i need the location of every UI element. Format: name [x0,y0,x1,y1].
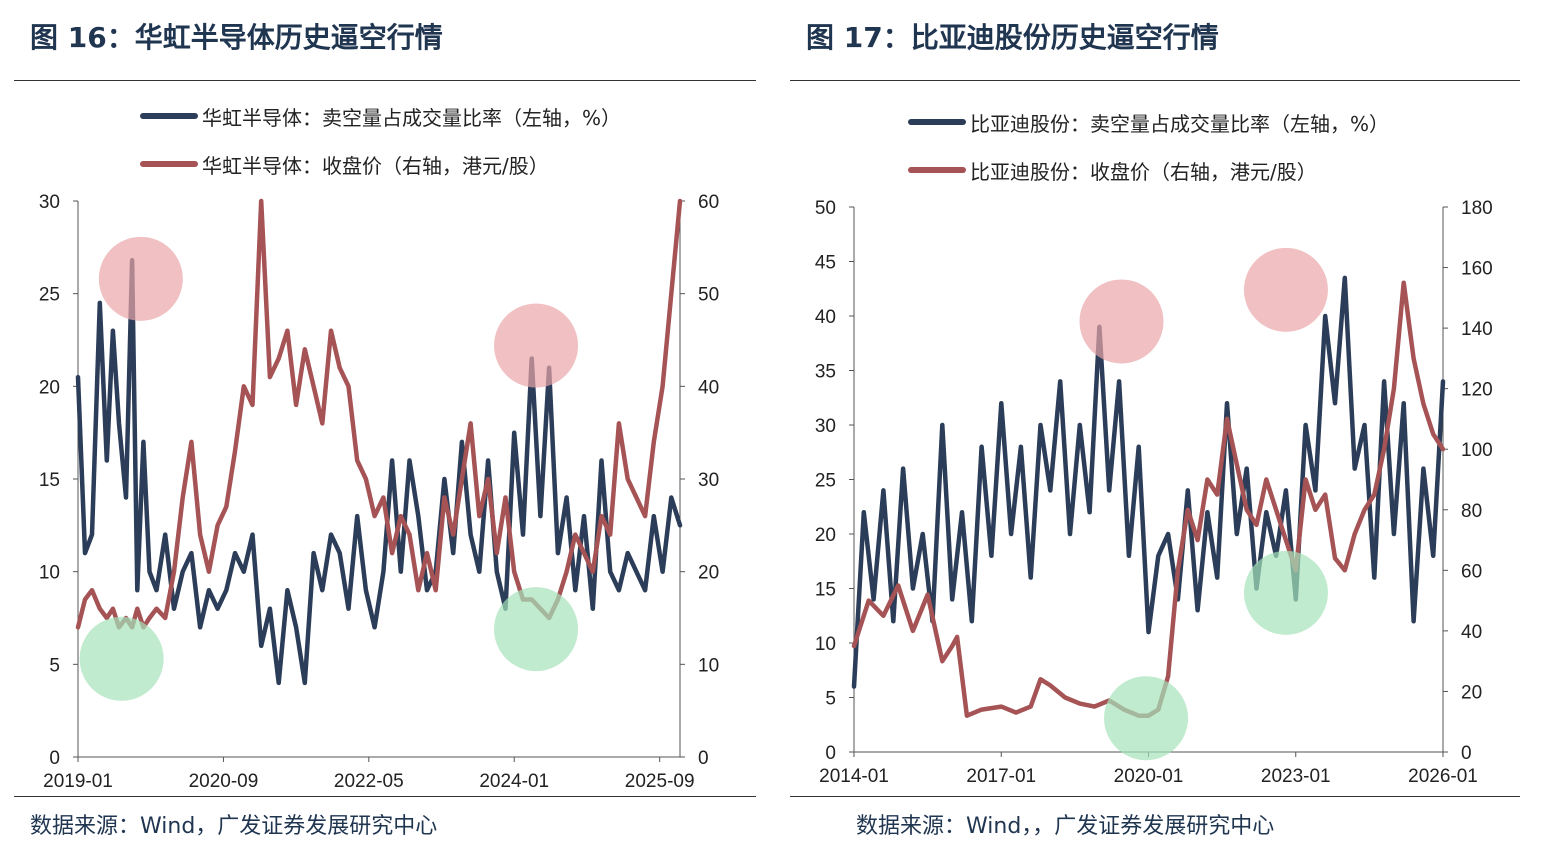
y-left-tick-label: 25 [815,471,836,492]
chart-svg-1: 0 5 10 15 20 25 30 0 10 20 30 40 50 60 2019-01 2020-09 2… [39,192,719,792]
x-tick-label: 2014-01 [819,766,889,787]
legend-entry-2-0: 比亚迪股份：卖空量占成交量比率（左轴，%） [908,98,1389,146]
chart-panel-1: 图 16：华虹半导体历史逼空行情 华虹半导体：卖空量占成交量比率（左轴，%） 华… [0,0,770,855]
peak-highlight-circle [98,236,183,321]
legend-swatch-maroon [140,161,198,167]
title-divider-2 [790,80,1520,81]
x-tick-label: 2020-09 [189,771,259,792]
close-price-series-line [75,198,683,630]
legend-label-2-0: 比亚迪股份：卖空量占成交量比率（左轴，%） [970,111,1390,136]
title-divider-1 [14,80,756,81]
source-note-1: 数据来源：Wind，广发证券发展研究中心 [30,814,438,839]
x-tick-label: 2024-01 [479,771,549,792]
peak-highlight-circle [1079,279,1164,364]
y-right-tick-label: 20 [698,563,719,584]
x-tick-label: 2023-01 [1261,766,1331,787]
x-tick-label: 2017-01 [966,766,1036,787]
y-right-tick-label: 50 [698,285,719,306]
source-note-2: 数据来源：Wind，，广发证券发展研究中心 [856,814,1275,839]
legend-label-1-0: 华虹半导体：卖空量占成交量比率（左轴，%） [202,105,622,130]
x-tick-label: 2025-09 [625,771,695,792]
x-tick-label: 2019-01 [43,771,113,792]
y-left-tick-label: 50 [815,198,836,219]
close-price-series-line [851,280,1446,718]
trough-highlight-circle [494,587,579,672]
legend-swatch-navy [908,119,966,125]
chart-title-1: 图 16：华虹半导体历史逼空行情 [30,21,443,54]
y-left-tick-label: 30 [815,416,836,437]
y-left-tick-label: 15 [39,470,60,491]
source-divider-2 [790,796,1520,797]
short-ratio-series-line [75,258,683,686]
y-left-tick-label: 0 [825,743,836,764]
legend-swatch-maroon [908,167,966,173]
legend-entry-1-0: 华虹半导体：卖空量占成交量比率（左轴，%） [140,92,621,140]
y-left-tick-label: 10 [39,563,60,584]
y-right-tick-label: 60 [1461,561,1482,582]
legend-1: 华虹半导体：卖空量占成交量比率（左轴，%） 华虹半导体：收盘价（右轴，港元/股） [140,92,621,188]
y-left-tick-label: 45 [815,253,836,274]
y-left-tick-label: 15 [815,580,836,601]
y-right-tick-label: 30 [698,470,719,491]
y-right-tick-label: 0 [698,748,709,769]
y-right-tick-label: 140 [1461,319,1493,340]
y-left-tick-label: 5 [49,655,60,676]
trough-highlight-circle [79,616,164,701]
y-left-tick-label: 20 [39,377,60,398]
y-left-tick-label: 0 [49,748,60,769]
y-right-tick-label: 80 [1461,501,1482,522]
y-left-tick-label: 5 [825,689,836,710]
y-left-tick-label: 20 [815,525,836,546]
legend-swatch-navy [140,113,198,119]
x-tick-label: 2026-01 [1408,766,1478,787]
y-left-tick-label: 30 [39,192,60,213]
y-right-tick-label: 40 [698,377,719,398]
x-tick-label: 2022-05 [334,771,404,792]
source-divider-1 [14,796,756,797]
trough-highlight-circle [1243,550,1328,635]
y-left-tick-label: 25 [39,285,60,306]
legend-label-1-1: 华虹半导体：收盘价（右轴，港元/股） [202,153,549,178]
y-right-tick-label: 100 [1461,440,1493,461]
y-left-tick-label: 40 [815,307,836,328]
legend-entry-2-1: 比亚迪股份：收盘价（右轴，港元/股） [908,146,1389,194]
peak-highlight-circle [1243,247,1328,332]
legend-entry-1-1: 华虹半导体：收盘价（右轴，港元/股） [140,140,621,188]
y-right-tick-label: 120 [1461,380,1493,401]
y-right-tick-label: 20 [1461,682,1482,703]
legend-label-2-1: 比亚迪股份：收盘价（右轴，港元/股） [970,159,1317,184]
y-right-tick-label: 160 [1461,259,1493,280]
x-tick-label: 2020-01 [1114,766,1184,787]
chart-panel-2: 图 17：比亚迪股份历史逼空行情 比亚迪股份：卖空量占成交量比率（左轴，%） 比… [780,0,1557,855]
chart-svg-2: 0 5 10 15 20 25 30 35 40 45 50 0 20 40 60 80 100 120 140 16… [815,198,1493,787]
y-right-tick-label: 0 [1461,743,1472,764]
trough-highlight-circle [1104,676,1189,761]
chart-title-2: 图 17：比亚迪股份历史逼空行情 [806,21,1219,54]
y-left-tick-label: 35 [815,362,836,383]
peak-highlight-circle [494,303,579,388]
short-ratio-series-line [851,275,1446,689]
y-right-tick-label: 10 [698,655,719,676]
y-right-tick-label: 40 [1461,622,1482,643]
legend-2: 比亚迪股份：卖空量占成交量比率（左轴，%） 比亚迪股份：收盘价（右轴，港元/股） [908,98,1389,194]
y-right-tick-label: 60 [698,192,719,213]
y-left-tick-label: 10 [815,634,836,655]
y-right-tick-label: 180 [1461,198,1493,219]
